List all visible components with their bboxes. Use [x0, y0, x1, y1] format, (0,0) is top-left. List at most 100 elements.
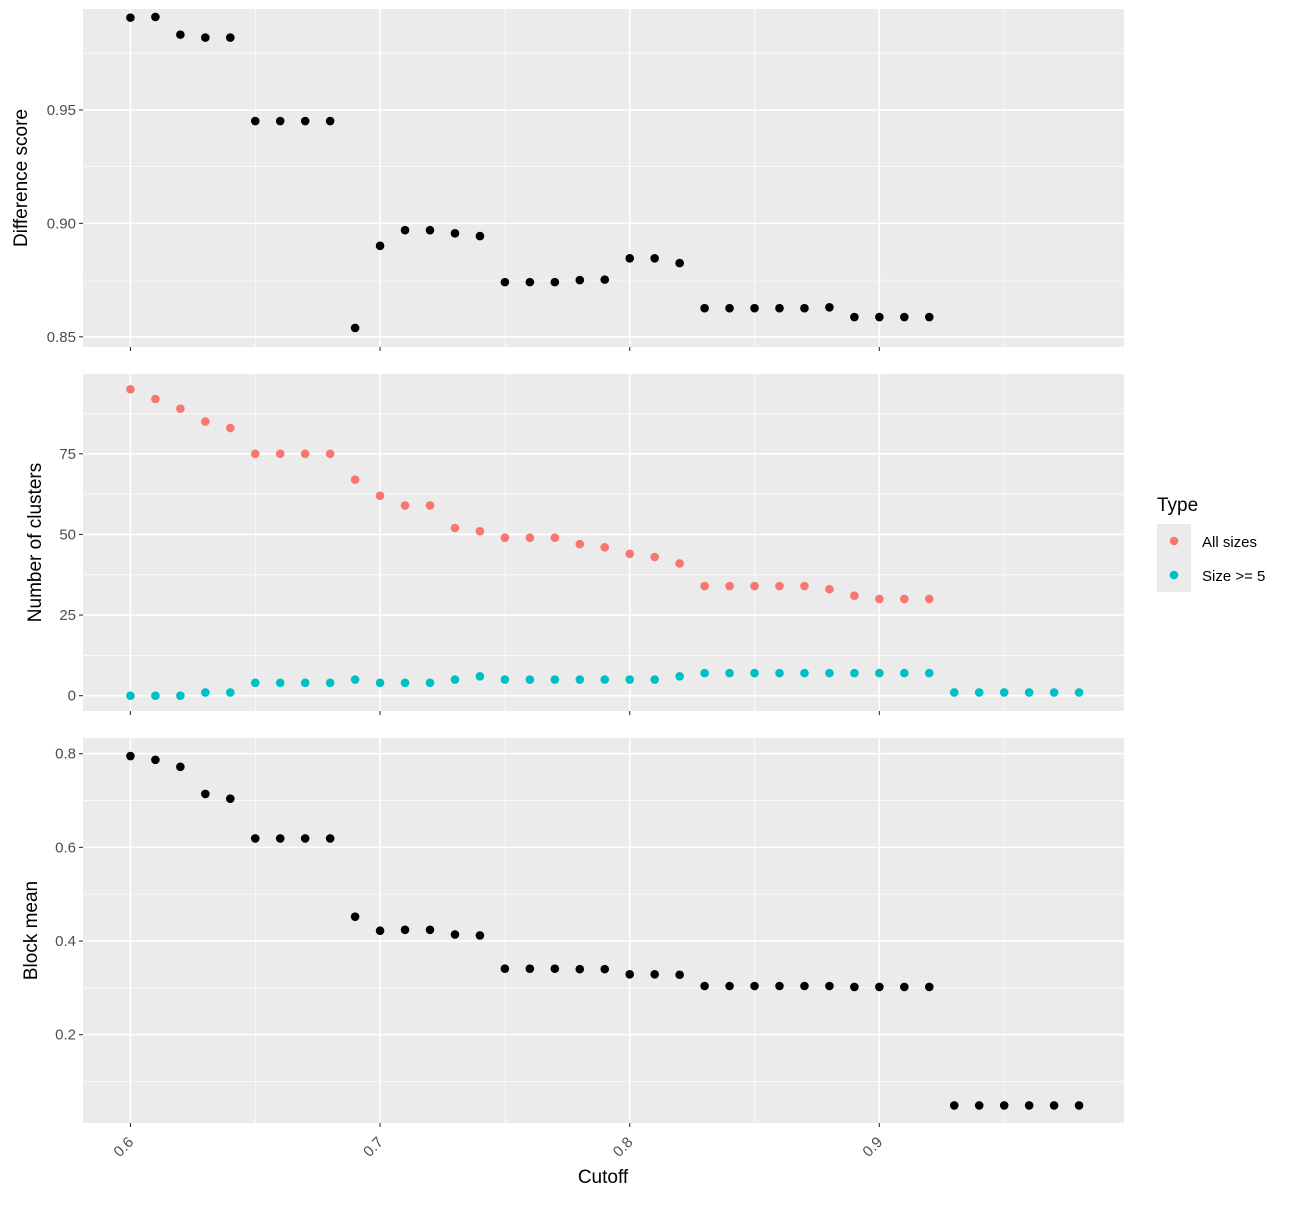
y-tick-label: 75 [59, 446, 76, 463]
panel-background [83, 738, 1124, 1123]
data-point [425, 678, 435, 688]
data-point [275, 834, 285, 843]
data-point [525, 533, 535, 542]
data-point [126, 691, 135, 700]
data-point [475, 931, 485, 940]
data-point [850, 668, 859, 678]
data-point [425, 225, 435, 235]
legend-label-all-sizes: All sizes [1202, 534, 1257, 551]
y-tick-label: 25 [59, 607, 76, 624]
data-point [400, 678, 410, 688]
data-point [775, 303, 784, 313]
data-point [126, 13, 135, 22]
data-point [250, 678, 260, 688]
data-point [825, 668, 834, 678]
data-point [650, 254, 659, 263]
data-point [425, 501, 435, 510]
data-point [225, 688, 235, 697]
data-point [900, 982, 909, 992]
data-point [500, 675, 510, 684]
data-point [350, 475, 360, 484]
data-point [151, 394, 160, 404]
y-tick-label: 0.2 [55, 1027, 76, 1044]
data-point [875, 982, 884, 992]
y-tick-label: 0.6 [55, 839, 76, 856]
data-point [825, 584, 834, 594]
y-tick-label: 0.95 [47, 102, 76, 119]
data-point [250, 834, 260, 843]
data-point [974, 1101, 984, 1110]
y-tick-label: 0.4 [55, 933, 76, 950]
series-clusters-1 [126, 668, 1084, 700]
data-point [450, 523, 460, 533]
data-point [201, 789, 210, 799]
data-point [550, 964, 560, 973]
data-point [400, 225, 410, 235]
data-point [600, 275, 610, 284]
data-point [225, 423, 235, 433]
data-point [924, 594, 934, 604]
data-point [400, 501, 410, 510]
y-axis-title-difference: Difference score [11, 109, 32, 247]
data-point [924, 982, 934, 992]
data-point [775, 981, 784, 991]
data-point [625, 549, 635, 559]
data-point [126, 385, 135, 394]
panel-clusters: 0 25 50 75 Number of clusters [25, 374, 1124, 715]
legend-title: Type [1157, 495, 1198, 516]
data-point [300, 834, 310, 843]
data-point [750, 981, 759, 991]
data-point [550, 533, 560, 542]
series-difference-0 [126, 12, 934, 333]
data-point [275, 678, 285, 688]
data-point [750, 303, 759, 313]
data-point [750, 668, 759, 678]
data-point [650, 552, 659, 562]
data-point [625, 969, 635, 979]
data-point [550, 675, 560, 684]
data-point [300, 678, 310, 688]
data-point [700, 303, 709, 313]
legend-label-size5: Size >= 5 [1202, 568, 1265, 585]
data-point [725, 981, 734, 991]
panel-difference: 0.85 0.90 0.95 Difference score [11, 9, 1124, 351]
data-point [475, 231, 485, 241]
data-point [525, 277, 535, 287]
data-point [225, 33, 235, 42]
panel-background [83, 374, 1124, 711]
data-point [949, 1101, 959, 1110]
data-point [800, 981, 809, 991]
data-point [475, 526, 485, 536]
data-point [151, 755, 160, 765]
data-point [800, 303, 809, 313]
data-point [675, 672, 684, 681]
data-point [675, 970, 684, 980]
data-point [275, 116, 285, 126]
series-clusters-0 [126, 385, 934, 604]
data-point [575, 675, 585, 684]
data-point [176, 30, 185, 39]
data-point [475, 672, 485, 681]
data-point [325, 449, 335, 459]
data-point [1024, 688, 1034, 697]
data-point [575, 275, 585, 285]
data-point [725, 581, 734, 591]
data-point [924, 312, 934, 322]
data-point [176, 691, 185, 700]
data-point [875, 668, 884, 678]
y-tick-label: 0 [68, 688, 76, 705]
data-point [325, 678, 335, 688]
x-tick-label: 0.6 [110, 1134, 137, 1161]
data-point [675, 559, 684, 568]
y-tick-label: 0.8 [55, 746, 76, 763]
data-point [350, 323, 360, 333]
data-point [375, 678, 385, 688]
data-point [650, 969, 659, 979]
x-axis-title: Cutoff [578, 1167, 629, 1188]
data-point [450, 229, 460, 238]
data-point [126, 751, 135, 761]
data-point [575, 964, 585, 974]
data-point [800, 668, 809, 678]
data-point [900, 594, 909, 604]
